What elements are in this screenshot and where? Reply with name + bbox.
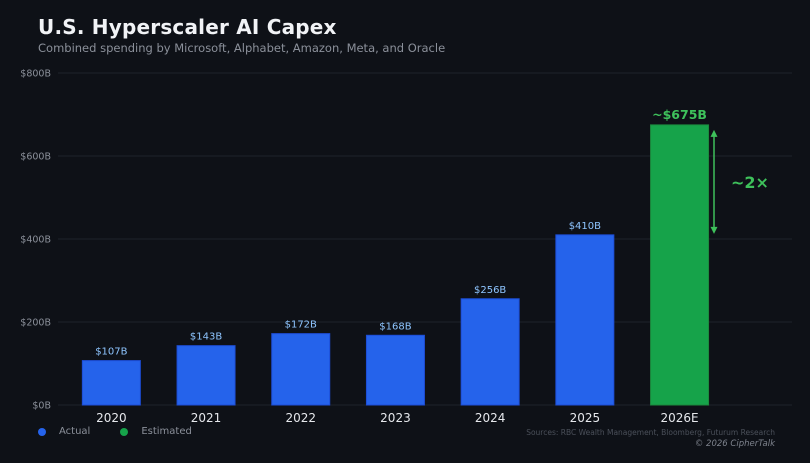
bar-2022: [271, 333, 331, 406]
legend: Actual Estimated: [38, 426, 222, 437]
bars-layer: [81, 124, 710, 406]
legend-label-estimated: Estimated: [141, 426, 192, 437]
bar-value-label: $168B: [379, 321, 411, 332]
x-tick-label: 2024: [475, 411, 506, 425]
y-tick-label: $600B: [20, 152, 51, 163]
bar-2020: [81, 360, 141, 406]
bar-2026e: [650, 124, 710, 406]
bar-value-label: ~$675B: [652, 107, 707, 122]
bar-value-label: $172B: [285, 320, 317, 331]
copyright-note: © 2026 CipherTalk: [694, 439, 775, 449]
bar-value-label: $256B: [474, 285, 506, 296]
x-tick-label: 2020: [96, 411, 127, 425]
legend-dot-actual: [38, 427, 46, 436]
growth-arrow-head-down: [710, 226, 718, 234]
x-tick-label: 2025: [570, 411, 601, 425]
bar-value-label: $107B: [95, 347, 127, 358]
bar-2025: [555, 234, 615, 406]
y-tick-label: $0B: [32, 401, 51, 412]
bar-value-label: $410B: [569, 221, 601, 232]
legend-item-estimated: Estimated: [120, 426, 192, 437]
y-tick-label: $400B: [20, 235, 51, 246]
x-tick-label: 2022: [285, 411, 316, 425]
growth-annotation-label: ~2×: [731, 173, 769, 192]
sources-note: Sources: RBC Wealth Management, Bloomber…: [526, 428, 775, 437]
y-tick-label: $800B: [20, 69, 51, 80]
labels-layer: $107B 2020 $143B 2021 $172B 2022 $168B 2023 $256…: [95, 107, 707, 425]
legend-item-actual: Actual: [38, 426, 90, 437]
chart-title: U.S. Hyperscaler AI Capex: [38, 15, 337, 39]
x-tick-label: 2023: [380, 411, 411, 425]
bar-value-label: $143B: [190, 332, 222, 343]
bar-2021: [176, 345, 236, 406]
annotation-layer: ~2×: [710, 129, 769, 234]
chart-subtitle: Combined spending by Microsoft, Alphabet…: [38, 41, 446, 55]
bar-2023: [365, 334, 425, 406]
y-tick-label: $200B: [20, 318, 51, 329]
bar-2024: [460, 298, 520, 406]
x-tick-label: 2021: [191, 411, 222, 425]
legend-label-actual: Actual: [59, 426, 91, 437]
x-tick-label: 2026E: [660, 411, 698, 425]
growth-arrow-head-up: [710, 129, 718, 137]
legend-dot-estimated: [120, 427, 129, 436]
